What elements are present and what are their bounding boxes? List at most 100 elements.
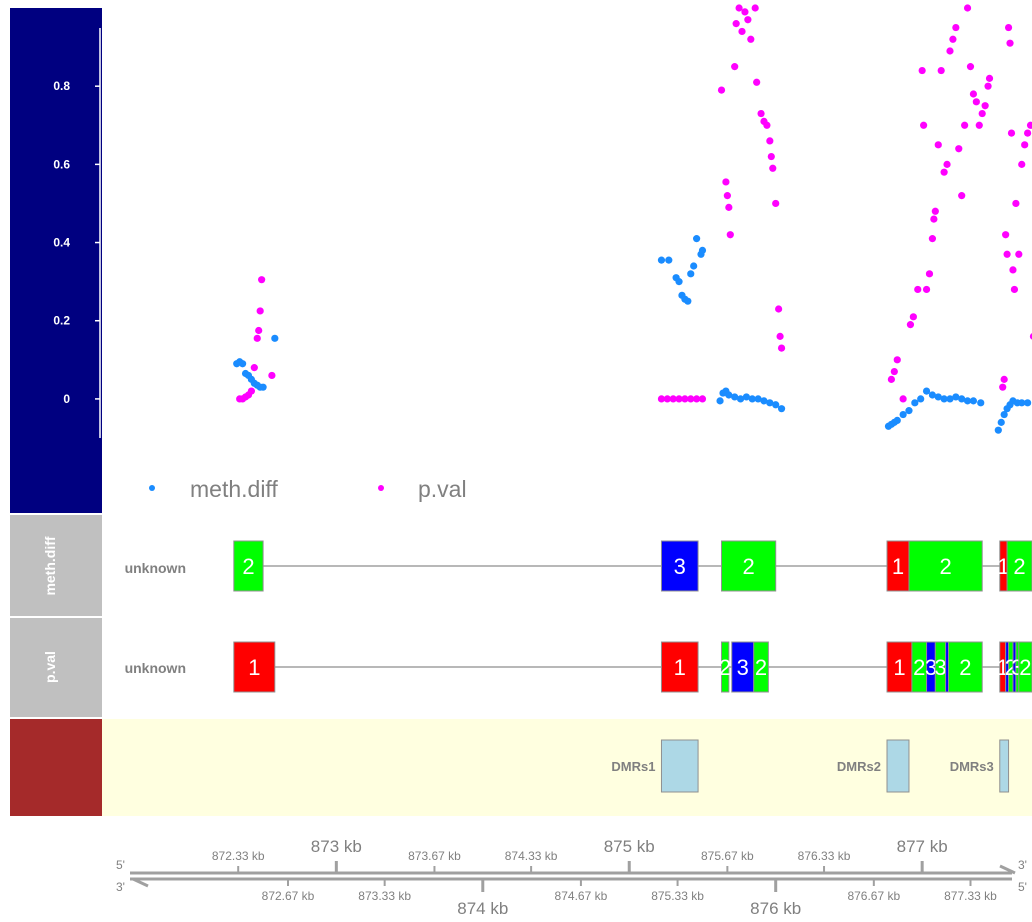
- genome-axis-right-arrowhead: [999, 864, 1016, 875]
- data-point-p-val: [1015, 250, 1023, 258]
- dmr-track-blocks: DMRs1 DMRs2 DMRs3: [611, 739, 1010, 793]
- data-point-p-val: [966, 63, 975, 71]
- genome-axis: 5' 3' 3' 5' 873 kb 874 kb 875 kb 876 kb 877 …: [116, 837, 1027, 918]
- p-val-block-label: 2: [719, 655, 731, 680]
- data-point-meth-diff: [905, 407, 913, 415]
- data-point-p-val: [972, 98, 980, 106]
- data-point-meth-diff: [754, 395, 762, 403]
- p-val-track-title: p.val: [42, 651, 58, 683]
- data-point-p-val: [747, 35, 755, 43]
- data-point-p-val: [767, 152, 775, 161]
- dmr-track-background: [102, 719, 1032, 816]
- data-point-p-val: [777, 344, 786, 352]
- data-point-meth-diff: [1024, 399, 1032, 407]
- data-point-p-val: [735, 4, 743, 12]
- p-val-block: [753, 641, 769, 693]
- p-val-row-label: unknown: [125, 660, 186, 676]
- axis-minor-label: 873.67 kb: [408, 849, 461, 863]
- p-val-block: [660, 641, 699, 693]
- meth-diff-block-label: 2: [1013, 554, 1025, 579]
- data-point-p-val: [1012, 199, 1020, 208]
- data-point-meth-diff: [946, 395, 954, 403]
- data-point-meth-diff: [766, 399, 774, 407]
- data-point-p-val: [669, 395, 677, 403]
- y-tick-label: 0.6: [53, 157, 70, 171]
- data-point-p-val: [776, 332, 784, 340]
- data-point-meth-diff: [1000, 410, 1008, 419]
- meth-diff-block: [233, 540, 264, 592]
- data-point-p-val: [937, 66, 945, 75]
- axis-minor-label: 876.33 kb: [798, 849, 851, 863]
- dmr-track-title-panel: [10, 719, 102, 816]
- data-point-p-val: [766, 137, 774, 145]
- data-point-p-val: [751, 4, 759, 12]
- p-val-block-label: 3: [934, 655, 946, 680]
- axis-minor-label: 875.67 kb: [701, 849, 754, 863]
- data-point-p-val: [693, 395, 701, 403]
- meth-diff-block-label: 2: [242, 554, 254, 579]
- data-point-p-val: [934, 141, 942, 149]
- data-point-p-val: [1007, 129, 1016, 137]
- axis-major-label: 874 kb: [457, 899, 508, 918]
- data-point-p-val: [255, 326, 263, 335]
- data-point-meth-diff: [693, 235, 701, 243]
- meth-diff-block-label: 3: [674, 554, 686, 579]
- data-point-p-val: [657, 395, 666, 403]
- data-point-p-val: [963, 4, 972, 12]
- data-point-p-val: [687, 395, 695, 403]
- meth-diff-block: [660, 540, 699, 592]
- axis-minor-label: 872.67 kb: [262, 889, 315, 903]
- data-point-p-val: [999, 383, 1007, 391]
- dmr-block: [660, 739, 699, 793]
- p-val-block: [1018, 641, 1032, 693]
- data-point-p-val: [1006, 39, 1014, 47]
- data-point-meth-diff: [934, 393, 942, 401]
- data-point-meth-diff: [687, 270, 695, 278]
- scatter-points: [233, 4, 1032, 434]
- data-point-meth-diff: [238, 360, 247, 368]
- data-point-p-val: [969, 90, 978, 98]
- meth-diff-block-label: 2: [742, 554, 754, 579]
- data-point-p-val: [256, 307, 264, 315]
- strand-label-top-left: 5': [116, 858, 125, 872]
- legend-label-meth-diff: meth.diff: [190, 476, 278, 502]
- genome-axis-left-arrowhead: [132, 877, 149, 888]
- data-point-meth-diff: [698, 246, 707, 254]
- data-point-p-val: [906, 321, 915, 329]
- data-point-meth-diff: [675, 278, 683, 286]
- data-point-meth-diff: [928, 391, 937, 399]
- data-point-meth-diff: [716, 397, 724, 405]
- data-point-p-val: [985, 74, 994, 82]
- data-point-p-val: [946, 47, 954, 55]
- data-point-p-val: [769, 164, 777, 172]
- data-point-p-val: [1018, 160, 1026, 168]
- data-point-p-val: [757, 109, 765, 118]
- legend-marker-meth-diff: [149, 485, 155, 491]
- data-point-p-val: [1002, 231, 1010, 239]
- data-point-p-val: [1003, 250, 1011, 258]
- data-point-p-val: [744, 16, 752, 24]
- data-point-meth-diff: [911, 399, 919, 407]
- data-point-p-val: [961, 121, 969, 129]
- data-point-p-val: [1024, 129, 1032, 137]
- meth-diff-block-label: 1: [997, 554, 1009, 579]
- legend: meth.diff p.val: [149, 476, 467, 502]
- data-point-p-val: [253, 334, 261, 342]
- axis-major-label: 876 kb: [750, 899, 801, 918]
- p-val-block-label: 2: [1019, 655, 1031, 680]
- data-point-p-val: [943, 160, 951, 168]
- data-point-p-val: [731, 63, 739, 71]
- data-point-p-val: [723, 192, 731, 200]
- data-point-meth-diff: [922, 387, 931, 395]
- data-point-meth-diff: [899, 410, 907, 419]
- data-point-p-val: [958, 192, 966, 200]
- data-point-p-val: [268, 371, 276, 380]
- y-axis-ticks: 0 0.2 0.4 0.6 0.8: [53, 79, 100, 406]
- data-point-p-val: [717, 86, 726, 94]
- data-point-meth-diff: [940, 395, 948, 403]
- data-track-title-panel: [10, 8, 102, 513]
- dmr-block: [886, 739, 910, 793]
- data-point-p-val: [928, 235, 937, 243]
